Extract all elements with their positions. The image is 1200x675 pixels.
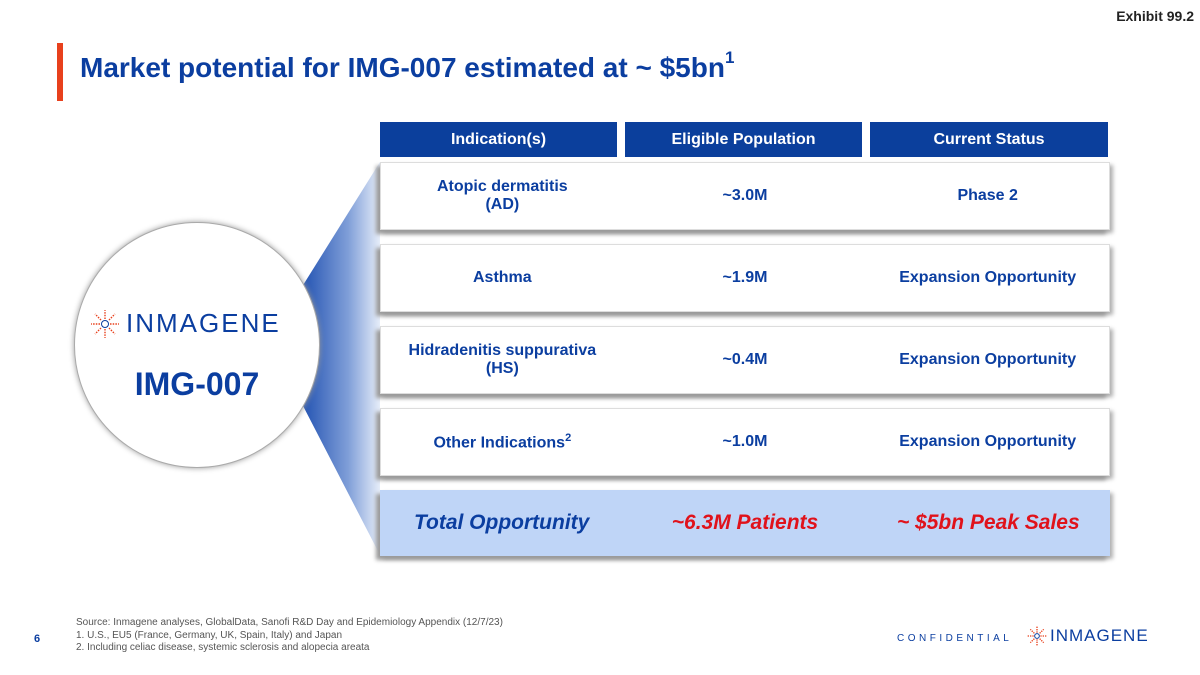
footnotes: Source: Inmagene analyses, GlobalData, S… [76,617,503,655]
indication-name: Atopic dermatitis [436,177,568,195]
table-row: Other Indications2 ~1.0M Expansion Oppor… [380,408,1110,476]
total-population: ~6.3M Patients [671,510,819,534]
indication-abbr: (HS) [485,360,519,377]
total-label: Total Opportunity [413,510,590,534]
product-name: IMG-007 [134,366,260,402]
indication-cell: Asthma [472,268,532,286]
footnote-1: 1. U.S., EU5 (France, Germany, UK, Spain… [76,629,343,641]
footer-logo: INMAGENE [1027,626,1149,646]
header-status: Current Status [870,122,1108,157]
indication-name: Other Indications [433,433,566,451]
population-cell: ~0.4M [722,350,768,368]
sunburst-icon [91,309,119,338]
page-number: 6 [34,633,41,645]
indication-cell: Atopic dermatitis (AD) [381,178,624,215]
table-row: Asthma ~1.9M Expansion Opportunity [380,244,1110,312]
title-accent-bar [57,43,63,101]
title-text: Market potential for IMG-007 estimated a… [80,52,725,83]
exhibit-label: Exhibit 99.2 [1116,8,1194,24]
confidential-label: CONFIDENTIAL [897,633,1013,644]
title-footnote: 1 [724,48,735,67]
indication-cell: Other Indications2 [381,432,624,453]
product-circle [74,222,320,468]
indication-name: Hidradenitis suppurativa [408,341,597,359]
status-cell: Phase 2 [957,186,1018,204]
sunburst-icon [1027,626,1047,646]
source-note: Source: Inmagene analyses, GlobalData, S… [76,617,503,628]
footnote-2: 2. Including celiac disease, systemic sc… [76,642,370,653]
header-indications: Indication(s) [380,122,617,157]
status-cell: Expansion Opportunity [899,268,1077,286]
page-title: Market potential for IMG-007 estimated a… [80,48,734,84]
inmagene-logo: INMAGENE [90,308,281,339]
indication-abbr: (AD) [485,196,520,213]
indication-cell: Hidradenitis suppurativa (HS) [381,342,624,379]
population-cell: ~3.0M [722,186,768,204]
total-row: Total Opportunity ~6.3M Patients ~ $5bn … [380,490,1110,556]
status-cell: Expansion Opportunity [899,432,1077,450]
indication-footnote: 2 [565,431,572,444]
total-sales: ~ $5bn Peak Sales [896,510,1080,534]
status-cell: Expansion Opportunity [899,350,1077,368]
population-cell: ~1.0M [722,432,768,450]
logo-text: INMAGENE [126,308,281,338]
logo-text: INMAGENE [1050,626,1149,645]
population-cell: ~1.9M [722,268,768,286]
table-row: Atopic dermatitis (AD) ~3.0M Phase 2 [380,162,1110,230]
table-row: Hidradenitis suppurativa (HS) ~0.4M Expan… [380,326,1110,394]
header-population: Eligible Population [625,122,862,157]
